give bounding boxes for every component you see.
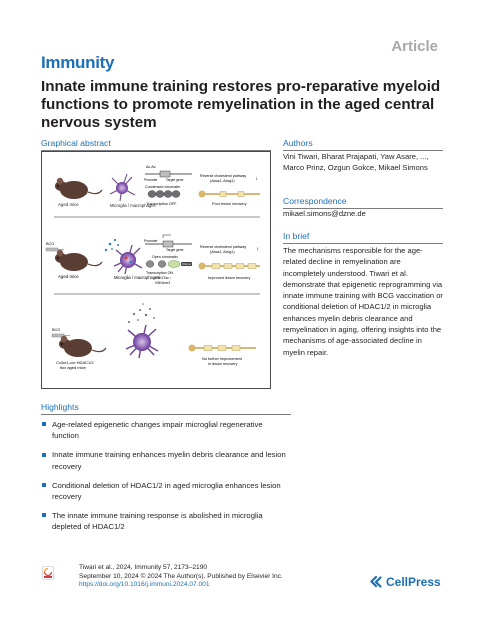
highlight-item: Conditional deletion of HDAC1/2 in aged …: [41, 480, 291, 503]
cellpress-logo: CellPress: [369, 575, 441, 589]
correspondence-heading: Correspondence: [283, 196, 347, 206]
mouse-icon: [55, 249, 103, 271]
p3-bcg-label: BCG: [52, 328, 60, 332]
article-type-label: Article: [391, 38, 438, 55]
authors-list: Vini Tiwari, Bharat Prajapati, Yaw Asare…: [283, 152, 429, 173]
graphical-abstract-figure: Aged mice Microglia / macrophages Ac Ac …: [41, 151, 271, 389]
p1-outcome: Poor lesion recovery: [212, 202, 247, 206]
p2-outcome: Improved lesion recovery: [208, 276, 251, 280]
bullet-icon: [42, 482, 46, 487]
p2-mark2: H3K4me3: [155, 281, 170, 285]
p2-transcription: Transcription ON: [146, 271, 173, 275]
correspondence-email[interactable]: mikael.simons@dzne.de: [283, 209, 366, 218]
p1-cells-label: Microglia / macrophages: [110, 203, 156, 208]
cellpress-icon: [369, 575, 382, 588]
p2-up-arrow: ↑: [256, 247, 259, 253]
authors-heading: Authors: [283, 138, 313, 148]
bullet-icon: [42, 452, 46, 457]
gene-diagram-1: Ac Ac Promoter Target gene Condensed chr…: [144, 165, 192, 206]
syringe-icon: [45, 247, 64, 252]
mouse-icon: [59, 335, 107, 357]
citation-line1: Tiwari et al., 2024, Immunity 57, 2173–2…: [79, 564, 208, 571]
journal-name: Immunity: [41, 53, 115, 72]
microglia-icon: [109, 173, 136, 202]
p2-pathway: Reverse cholesterol pathway: [200, 245, 246, 249]
highlight-item: The innate immune training response is a…: [41, 510, 291, 533]
p2-chromatin: Open chromatin: [152, 255, 178, 259]
neuron-icon: [188, 344, 256, 352]
citation-block: Tiwari et al., 2024, Immunity 57, 2173–2…: [79, 564, 283, 590]
article-title: Innate immune training restores pro-repa…: [41, 78, 441, 131]
p1-pathway: Reverse cholesterol pathway: [200, 174, 246, 178]
p1-mice-label: Aged mice: [58, 202, 79, 207]
highlights-list: Age-related epigenetic changes impair mi…: [41, 419, 291, 540]
syringe-icon: [51, 333, 70, 338]
section-rule: [283, 243, 443, 244]
microglia-icon: [125, 324, 159, 359]
p2-bcg-label: BCG: [46, 242, 54, 246]
p1-dna-marks: Ac Ac: [146, 165, 156, 169]
in-brief-text: The mechanisms responsible for the age-r…: [283, 246, 443, 357]
p1-transcription: Transcription OFF: [146, 202, 177, 206]
p2-promoter: Promoter: [144, 239, 158, 243]
p2-pathway-genes: (Abca1, Abcg1): [210, 250, 235, 254]
section-rule: [283, 208, 443, 209]
panel-3: BCG Cx3cr1-cre HDAC1/2 flox aged mice: [51, 303, 256, 370]
p2-mark1: H3K27ac ↑: [155, 276, 172, 280]
p2-mice-label: Aged mice: [58, 274, 79, 279]
p2-rna-pol-tag: RNA pol: [182, 263, 191, 266]
p1-target-gene: Target gene: [166, 178, 184, 182]
highlight-text: Conditional deletion of HDAC1/2 in aged …: [52, 480, 281, 501]
section-rule: [41, 414, 291, 415]
graphical-abstract-svg: Aged mice Microglia / macrophages Ac Ac …: [45, 165, 260, 370]
panel-1: Aged mice Microglia / macrophages Ac Ac …: [55, 165, 260, 208]
microglia-icon: [113, 244, 143, 275]
p1-pathway-genes: (Abca1, Abcg1): [210, 179, 235, 183]
p3-outcome-line2: in lesion recovery: [208, 362, 238, 366]
p1-chromatin: Condensed chromatin: [145, 185, 180, 189]
panel-2: BCG Aged mice Microglia / m: [45, 234, 260, 285]
citation-line2: September 10, 2024 © 2024 The Author(s).…: [79, 572, 283, 580]
doi-link[interactable]: https://doi.org/10.1016/j.immuni.2024.07…: [79, 581, 210, 589]
highlight-text: The innate immune training response is a…: [52, 510, 263, 532]
p1-down-arrow: ↓: [255, 176, 258, 182]
check-for-updates-icon[interactable]: [42, 566, 54, 580]
p3-mice-line1: Cx3cr1-cre HDAC1/2: [56, 360, 94, 365]
bcg-particles: [104, 238, 119, 252]
p3-outcome-line1: No further improvement: [202, 357, 243, 361]
highlight-text: Innate immune training enhances myelin d…: [52, 450, 286, 471]
highlight-text: Age-related epigenetic changes impair mi…: [52, 420, 263, 441]
section-rule: [283, 150, 443, 151]
neuron-icon: [198, 262, 260, 270]
in-brief-heading: In brief: [283, 231, 310, 241]
p3-mice-line2: flox aged mice: [60, 365, 87, 370]
bcg-particles: [128, 303, 155, 323]
p2-target-gene: Target gene: [166, 248, 184, 252]
highlight-item: Innate immune training enhances myelin d…: [41, 449, 291, 472]
gene-diagram-2: Promoter Target gene Open chromatin RNA …: [144, 234, 192, 285]
p1-cells-label-text: Microglia / macrophages: [110, 203, 156, 208]
p2-cells-label: Microglia / macrophages: [114, 275, 160, 280]
graphical-abstract-heading: Graphical abstract: [41, 138, 111, 148]
bullet-icon: [42, 422, 46, 427]
highlight-item: Age-related epigenetic changes impair mi…: [41, 419, 291, 442]
mouse-icon: [55, 177, 103, 199]
bullet-icon: [42, 513, 46, 518]
neuron-icon: [198, 190, 260, 198]
cellpress-wordmark: CellPress: [386, 575, 441, 589]
highlights-heading: Highlights: [41, 402, 79, 412]
section-rule: [41, 150, 271, 151]
p1-promoter: Promoter: [144, 178, 158, 182]
